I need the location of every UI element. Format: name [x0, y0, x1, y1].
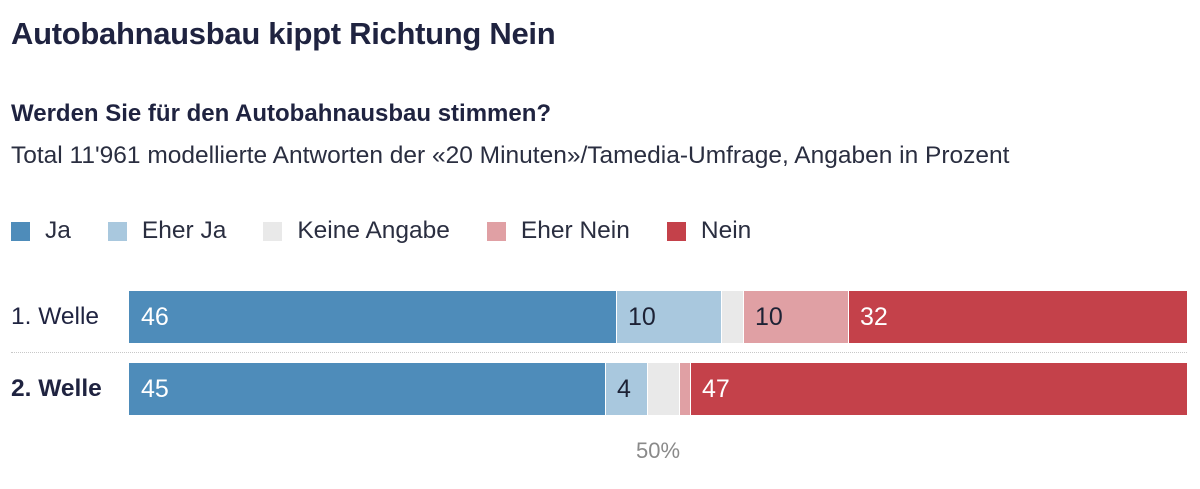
- legend-label: Keine Angabe: [297, 217, 450, 244]
- bar-segment-ja: [129, 291, 616, 343]
- bar-segment-eher-ja: [605, 363, 647, 415]
- bar-welle-1: 46 10 10 32: [129, 291, 1187, 343]
- data-label-ja: 46: [141, 303, 169, 331]
- legend-swatch: [11, 221, 30, 241]
- bar-segment-nein: [848, 291, 1187, 343]
- legend-label: Ja: [45, 217, 71, 244]
- chart-question: Werden Sie für den Autobahnausbau stimme…: [11, 100, 552, 127]
- bar-segment-eher-nein: [743, 291, 848, 343]
- legend-swatch: [263, 221, 283, 241]
- legend-swatch: [107, 221, 127, 241]
- legend-label: Eher Nein: [520, 217, 630, 244]
- row-label-welle-2: 2. Welle: [11, 375, 102, 402]
- legend-item-ja: Ja: [11, 217, 71, 245]
- legend-item-nein: Nein: [666, 217, 752, 245]
- legend-swatch: [666, 221, 686, 241]
- axis-label-50-percent: 50%: [635, 438, 681, 463]
- chart-title: Autobahnausbau kippt Richtung Nein: [11, 16, 556, 51]
- row-divider: [11, 352, 1187, 353]
- row-label-welle-1: 1. Welle: [11, 303, 100, 330]
- legend-label: Eher Ja: [141, 217, 227, 244]
- data-label-eher-ja: 10: [628, 303, 656, 331]
- legend-item-eher-ja: Eher Ja: [107, 217, 227, 245]
- legend-swatch: [486, 221, 506, 241]
- bar-segment-nein: [690, 363, 1187, 415]
- bar-welle-2: 45 4 47: [129, 363, 1187, 415]
- data-label-eher-nein: 10: [755, 303, 783, 331]
- data-label-nein: 32: [860, 303, 888, 331]
- legend: Ja Eher Ja Keine Angabe Eher Nein Nein: [11, 217, 788, 245]
- chart-subtitle: Total 11'961 modellierte Antworten der «…: [11, 142, 1010, 169]
- bar-segment-ja: [129, 363, 605, 415]
- bar-segment-keine-angabe: [721, 291, 743, 343]
- data-label-ja: 45: [141, 375, 169, 403]
- bar-segment-eher-ja: [616, 291, 721, 343]
- bar-segment-eher-nein: [679, 363, 690, 415]
- legend-item-keine-angabe: Keine Angabe: [263, 217, 450, 245]
- bar-segment-keine-angabe: [647, 363, 679, 415]
- data-label-eher-ja: 4: [617, 375, 631, 403]
- data-label-nein: 47: [702, 375, 730, 403]
- legend-label: Nein: [700, 217, 752, 244]
- legend-item-eher-nein: Eher Nein: [486, 217, 630, 245]
